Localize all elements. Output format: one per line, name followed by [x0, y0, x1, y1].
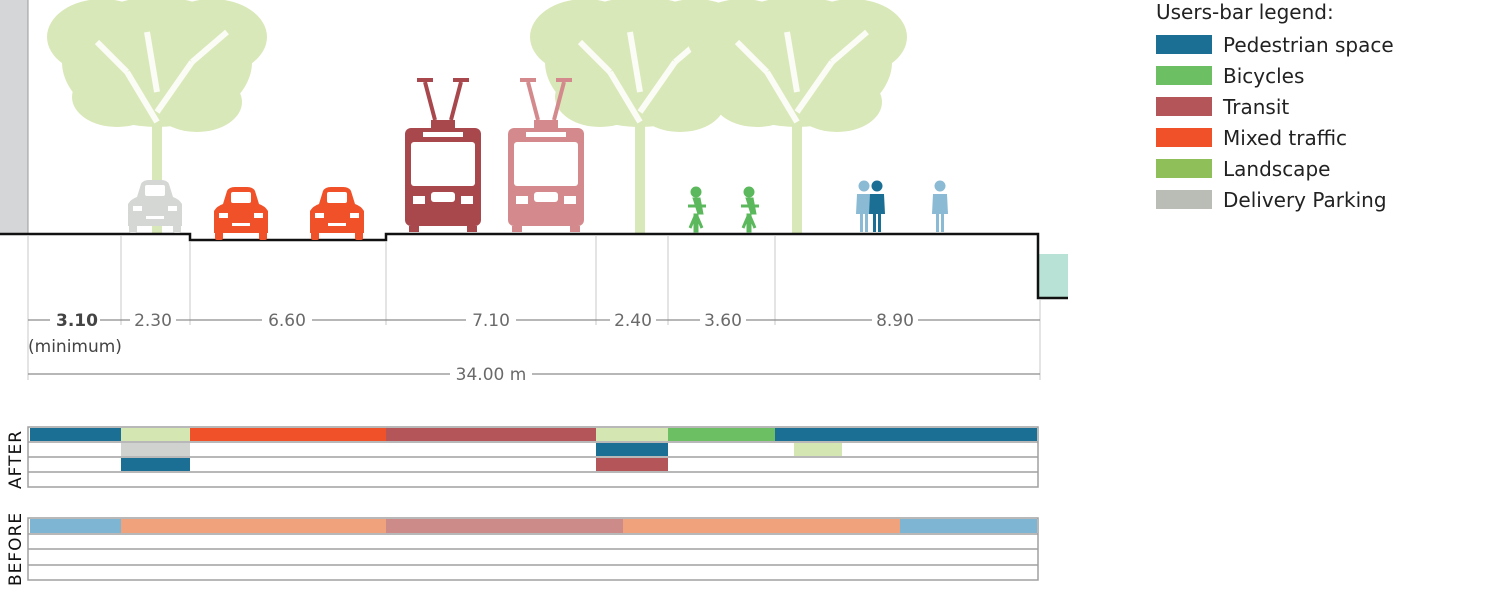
- legend-item-label: Bicycles: [1223, 63, 1305, 88]
- tram-icon: [403, 78, 483, 234]
- legend-item-label: Transit: [1223, 94, 1290, 119]
- segment-label: 2.30: [134, 311, 172, 331]
- pedestrian-space-cell: [900, 519, 1037, 533]
- legend-item-label: Pedestrian space: [1223, 32, 1394, 57]
- mixed-traffic-swatch: [1156, 128, 1212, 147]
- pedestrian-space-cell: [30, 519, 121, 533]
- bicycles-cell: [668, 428, 775, 441]
- car-icon: [310, 187, 364, 240]
- bicycles-swatch: [1156, 66, 1212, 85]
- segment-sublabel: (minimum): [28, 337, 122, 357]
- legend-title: Users-bar legend:: [1156, 0, 1334, 24]
- pedestrian-icon: [932, 180, 948, 232]
- segment-label: 8.90: [876, 311, 914, 331]
- delivery-parking-swatch: [1156, 190, 1212, 209]
- transit-cell: [386, 428, 596, 441]
- mixed-traffic-cell: [623, 519, 900, 533]
- pedestrian-space-cell: [775, 428, 1037, 441]
- segment-label: 3.10: [56, 311, 98, 331]
- users-bar-legend: Users-bar legend: Pedestrian space Bicyc…: [1156, 0, 1486, 215]
- cyclist-icon: [739, 185, 761, 234]
- car-icon: [214, 187, 268, 240]
- legend-item-bicycles: Bicycles: [1156, 60, 1486, 91]
- landscape-cell: [596, 428, 668, 441]
- pedestrian-space-cell: [596, 443, 668, 456]
- segment-label: 7.10: [472, 311, 510, 331]
- transit-swatch: [1156, 97, 1212, 116]
- legend-item-delivery-parking: Delivery Parking: [1156, 184, 1486, 215]
- ground-profile: [0, 232, 1068, 300]
- landscape-cell: [794, 443, 842, 456]
- before-users-bar: [27, 517, 1039, 581]
- legend-item-label: Landscape: [1223, 156, 1331, 181]
- right-ground-block: [1038, 254, 1068, 298]
- segment-label: 3.60: [704, 311, 742, 331]
- segment-label: 2.40: [614, 311, 652, 331]
- after-label: AFTER: [6, 430, 26, 489]
- legend-item-pedestrian-space: Pedestrian space: [1156, 29, 1486, 60]
- mixed-traffic-cell: [121, 519, 386, 533]
- pedestrian-icon: [869, 180, 885, 232]
- before-label: BEFORE: [6, 512, 26, 586]
- transit-cell: [386, 519, 623, 533]
- pedestrian-space-swatch: [1156, 35, 1212, 54]
- pedestrian-space-cell: [121, 458, 190, 471]
- total-width-label: 34.00 m: [456, 365, 527, 385]
- segment-label: 6.60: [268, 311, 306, 331]
- legend-item-transit: Transit: [1156, 91, 1486, 122]
- landscape-swatch: [1156, 159, 1212, 178]
- mixed-traffic-cell: [190, 428, 386, 441]
- after-users-bar: [27, 426, 1039, 488]
- pedestrian-space-cell: [30, 428, 121, 441]
- landscape-cell: [121, 428, 190, 441]
- cyclist-icon: [686, 185, 708, 234]
- building-wall: [0, 0, 28, 234]
- dimension-guides: [27, 236, 1041, 380]
- legend-item-mixed-traffic: Mixed traffic: [1156, 122, 1486, 153]
- legend-item-label: Delivery Parking: [1223, 187, 1387, 212]
- legend-item-label: Mixed traffic: [1223, 125, 1348, 150]
- car-icon: [128, 180, 182, 233]
- transit-cell: [596, 458, 668, 471]
- delivery-parking-cell: [121, 443, 190, 456]
- legend-item-landscape: Landscape: [1156, 153, 1486, 184]
